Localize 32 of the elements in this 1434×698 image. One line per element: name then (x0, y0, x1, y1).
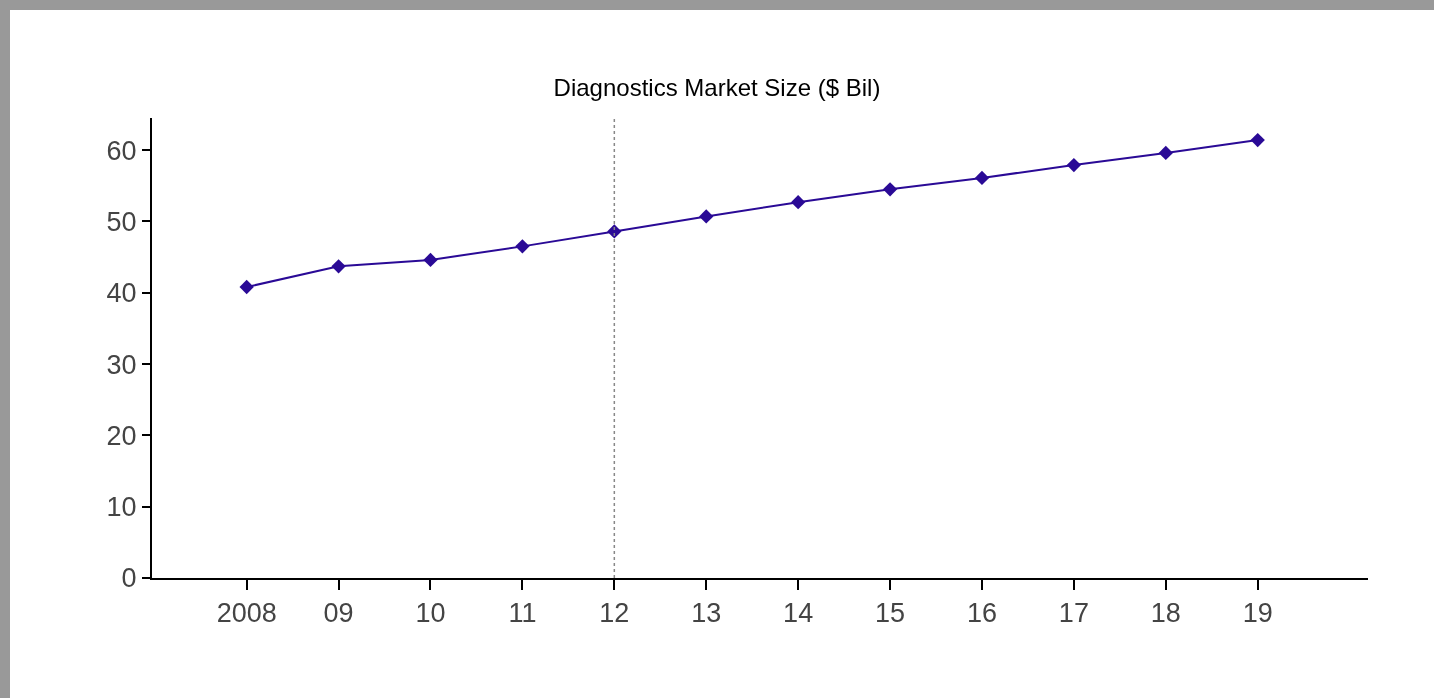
point (515, 239, 530, 254)
y-tick-label: 0 (121, 563, 137, 594)
point (1066, 157, 1082, 173)
x-tick-label: 2008 (216, 598, 277, 629)
y-tick-label: 10 (106, 492, 137, 523)
point (331, 259, 346, 274)
point (1158, 145, 1173, 161)
point (882, 182, 898, 197)
point (423, 252, 438, 268)
x-tick-label: 18 (1150, 598, 1181, 629)
x-tick-label: 19 (1242, 598, 1273, 629)
point (790, 195, 806, 210)
y-tick-label: 20 (106, 420, 137, 451)
x-tick-label: 16 (966, 598, 997, 629)
x-tick-label: 14 (783, 598, 814, 629)
y-tick-label: 40 (106, 278, 137, 309)
x-tick-label: 13 (691, 598, 722, 629)
x-tick-label: 09 (323, 598, 354, 629)
chart-title: Diagnostics Market Size ($ Bil) (553, 73, 881, 101)
x-tick-label: 12 (599, 598, 630, 629)
point (699, 209, 714, 224)
x-tick-label: 11 (508, 598, 537, 629)
x-tick-label: 10 (415, 598, 446, 629)
point (239, 279, 254, 295)
y-tick-label: 30 (106, 349, 137, 380)
y-tick-label: 50 (106, 206, 137, 237)
point (1250, 132, 1265, 148)
x-tick-label: 15 (875, 598, 906, 629)
y-tick-label: 60 (106, 135, 137, 166)
x-tick-label: 17 (1058, 598, 1089, 629)
point (607, 224, 622, 239)
point (974, 170, 990, 186)
